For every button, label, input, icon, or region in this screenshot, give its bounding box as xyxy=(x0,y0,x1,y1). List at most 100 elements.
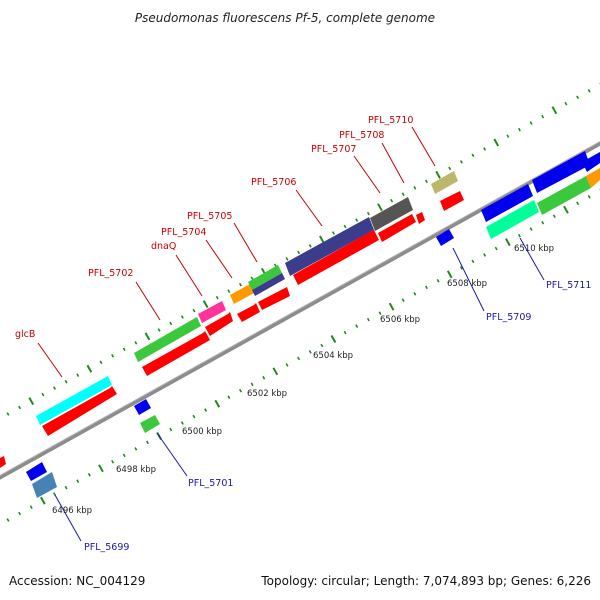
gene-reverse-blue-2[interactable] xyxy=(134,399,151,415)
major-tick xyxy=(40,496,46,505)
label-PFL_5707[interactable]: PFL_5707 xyxy=(311,144,356,155)
label-PFL_5706[interactable]: PFL_5706 xyxy=(251,177,296,188)
minor-tick xyxy=(529,121,533,125)
gene-PFL_5699[interactable] xyxy=(32,472,57,498)
minor-tick xyxy=(587,195,591,199)
minor-tick xyxy=(308,350,312,354)
genome-summary-text: Topology: circular; Length: 7,074,893 bp… xyxy=(260,574,591,588)
minor-tick xyxy=(366,317,370,322)
gene-PFL_5706[interactable] xyxy=(285,217,374,276)
minor-tick xyxy=(134,341,138,345)
minor-tick xyxy=(517,233,521,238)
minor-tick xyxy=(483,147,487,151)
label-PFL_5709[interactable]: PFL_5709 xyxy=(486,312,531,323)
major-tick xyxy=(505,238,511,247)
gene-forward-inner-4[interactable] xyxy=(237,303,260,322)
minor-tick xyxy=(541,114,545,119)
minor-tick xyxy=(576,201,580,206)
callout-lines xyxy=(37,126,545,542)
gene-reverse-blue-1[interactable] xyxy=(26,462,47,481)
minor-tick xyxy=(285,363,289,367)
label-dnaQ[interactable]: dnaQ xyxy=(151,241,176,252)
minor-tick xyxy=(552,214,556,218)
gene-forward-inner-8[interactable] xyxy=(416,212,425,224)
gene-left-edge[interactable] xyxy=(0,456,6,468)
minor-tick xyxy=(506,134,510,138)
label-PFL_5705[interactable]: PFL_5705 xyxy=(187,211,232,222)
scale-label: 6508 kbp xyxy=(447,279,487,289)
minor-tick xyxy=(6,412,10,416)
label-PFL_5711[interactable]: PFL_5711 xyxy=(546,280,591,291)
scale-label: 6502 kbp xyxy=(247,389,287,399)
label-PFL_5704[interactable]: PFL_5704 xyxy=(161,227,206,238)
gene-PFL_5708[interactable] xyxy=(440,191,464,211)
gene-PFL_5704[interactable] xyxy=(230,284,254,304)
minor-tick xyxy=(169,321,173,326)
minor-tick xyxy=(239,388,242,393)
label-PFL_5699[interactable]: PFL_5699 xyxy=(84,542,129,553)
minor-tick xyxy=(459,160,463,164)
major-tick xyxy=(330,335,337,343)
gene-PFL_5709[interactable] xyxy=(436,229,454,246)
minor-tick xyxy=(471,153,475,158)
gene-forward-inner-3[interactable] xyxy=(205,312,233,336)
minor-tick xyxy=(564,101,568,106)
minor-tick xyxy=(18,511,22,516)
label-PFL_5702[interactable]: PFL_5702 xyxy=(88,268,133,279)
scale-label: 6506 kbp xyxy=(380,315,420,325)
minor-tick xyxy=(41,392,45,397)
gene-PFL_5710[interactable] xyxy=(431,171,458,194)
minor-tick xyxy=(250,382,254,387)
gene-forward-inner-7[interactable] xyxy=(378,214,416,242)
minor-tick xyxy=(87,473,91,477)
minor-tick xyxy=(111,354,115,358)
major-tick xyxy=(214,399,221,408)
minor-tick xyxy=(111,460,115,464)
gene-right-cluster-blue-2[interactable] xyxy=(532,151,590,193)
minor-tick xyxy=(215,295,219,300)
minor-tick xyxy=(6,518,10,522)
minor-tick xyxy=(53,386,56,390)
minor-tick xyxy=(517,127,521,132)
gene-dnaQ[interactable] xyxy=(198,301,226,323)
minor-tick xyxy=(529,227,533,231)
gene-right-cluster-blue-3[interactable] xyxy=(582,152,600,172)
minor-tick xyxy=(459,266,463,270)
gene-right-cluster-blue-1[interactable] xyxy=(481,184,533,222)
gene-glcB[interactable] xyxy=(36,376,112,425)
label-PFL_5708[interactable]: PFL_5708 xyxy=(339,130,384,141)
gene-PFL_5701[interactable] xyxy=(140,415,160,433)
label-PFL_5701[interactable]: PFL_5701 xyxy=(188,478,233,489)
minor-tick xyxy=(180,315,184,319)
upper-tick-track xyxy=(6,82,600,416)
gene-forward-inner-1[interactable] xyxy=(42,386,117,436)
major-tick xyxy=(493,138,500,147)
minor-tick xyxy=(99,360,103,365)
label-PFL_5710[interactable]: PFL_5710 xyxy=(368,115,413,126)
gene-forward-inner-5[interactable] xyxy=(258,287,290,310)
minor-tick xyxy=(18,405,22,410)
scale-label: 6510 kbp xyxy=(514,244,554,254)
label-glcB[interactable]: glcB xyxy=(15,329,35,340)
minor-tick xyxy=(146,440,149,445)
gene-right-cluster-orange[interactable] xyxy=(586,168,600,188)
minor-tick xyxy=(297,356,301,361)
gene-forward-inner-6[interactable] xyxy=(293,230,379,285)
gene-PFL_5702[interactable] xyxy=(134,317,201,362)
genome-backbone-highlight xyxy=(0,140,600,477)
major-tick xyxy=(272,367,279,376)
gene-PFL_5707[interactable] xyxy=(370,197,413,231)
minor-tick xyxy=(76,479,80,483)
minor-tick xyxy=(436,279,440,283)
gene-PFL_5705[interactable] xyxy=(248,265,285,296)
gene-right-cluster-green[interactable] xyxy=(537,176,591,215)
gene-PFL_5711[interactable] xyxy=(486,200,539,239)
minor-tick xyxy=(122,347,126,352)
minor-tick xyxy=(239,282,242,287)
gene-forward-inner-2[interactable] xyxy=(142,331,210,376)
genome-backbone xyxy=(0,141,600,480)
minor-tick xyxy=(378,311,382,315)
major-tick xyxy=(28,397,35,406)
minor-tick xyxy=(355,324,359,328)
